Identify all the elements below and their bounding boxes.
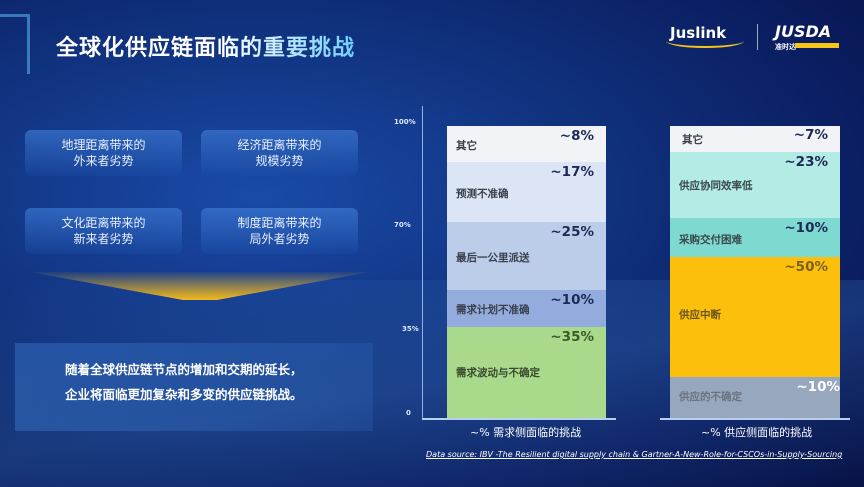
- segment-supply-other: 其它 ~7%: [670, 126, 840, 152]
- card-cultural-distance: 文化距离带来的 新来者劣势: [25, 208, 182, 254]
- demand-bar: 其它 ~8% 预测不准确 ~17% 最后一公里派送 ~25% 需求计划不准确 ~10% …: [447, 126, 606, 418]
- card-geographic-distance: 地理距离带来的 外来者劣势: [25, 130, 182, 176]
- demand-baseline: [422, 418, 616, 420]
- tick-100: 100%: [394, 118, 416, 126]
- segment-demand-forecast: 预测不准确 ~17%: [447, 162, 606, 222]
- y-axis: [422, 106, 423, 418]
- decorative-chevron: [0, 14, 30, 74]
- segment-demand-volatility: 需求波动与不确定 ~35%: [447, 327, 606, 418]
- tick-0: 0: [406, 409, 411, 417]
- juslink-logo: Juslink: [666, 24, 744, 48]
- x-label-demand: ~% 需求侧面临的挑战: [470, 426, 582, 439]
- segment-supply-procurement: 采购交付困难 ~10%: [670, 218, 840, 257]
- segment-supply-collaboration: 供应协同效率低 ~23%: [670, 152, 840, 218]
- supply-baseline: [660, 418, 850, 420]
- x-label-supply: ~% 供应侧面临的挑战: [701, 426, 813, 439]
- card-institutional-distance: 制度距离带来的 局外者劣势: [201, 208, 358, 254]
- tick-70: 70%: [394, 221, 411, 229]
- logo-divider: [757, 24, 758, 50]
- supply-bar: 其它 ~7% 供应协同效率低 ~23% 采购交付困难 ~10% 供应中断 ~50% 供应…: [670, 126, 840, 418]
- data-source-link[interactable]: Data source: IBV -The Resilient digital …: [426, 450, 843, 459]
- logo-bar-icon: [795, 43, 839, 48]
- segment-demand-other: 其它 ~8%: [447, 126, 606, 162]
- segment-demand-last-mile: 最后一公里派送 ~25%: [447, 222, 606, 290]
- segment-supply-disruption: 供应中断 ~50%: [670, 257, 840, 377]
- tick-35: 35%: [402, 325, 419, 333]
- logo-arc-icon: [666, 34, 744, 48]
- segment-demand-planning: 需求计划不准确 ~10%: [447, 290, 606, 327]
- segment-supply-uncertainty: 供应的不确定 ~10%: [670, 377, 840, 418]
- card-economic-distance: 经济距离带来的 规模劣势: [201, 130, 358, 176]
- summary-box: 随着全球供应链节点的增加和交期的延长， 企业将面临更加复杂和多变的供应链挑战。: [15, 343, 373, 431]
- jusda-logo: JUSDA 准时达: [775, 22, 839, 51]
- page-title: 全球化供应链面临的重要挑战: [56, 30, 355, 62]
